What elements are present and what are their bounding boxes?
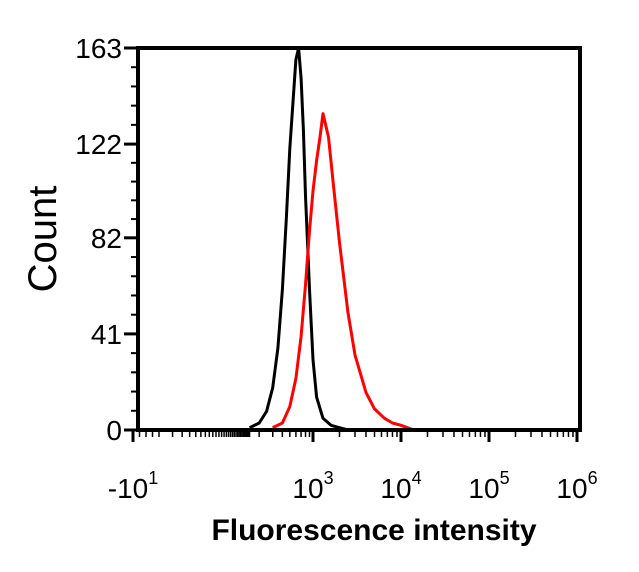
- y-axis-label: Count: [21, 186, 65, 293]
- x-tick-label: 103: [292, 468, 333, 504]
- y-tick-label: 41: [91, 319, 122, 350]
- histogram-series-2: [272, 112, 415, 432]
- histogram-curves: [248, 46, 415, 432]
- y-tick-label: 122: [75, 129, 122, 160]
- x-tick-label: 104: [380, 468, 421, 504]
- x-tick-label: 106: [556, 468, 597, 504]
- x-axis-label: Fluorescence intensity: [211, 514, 536, 547]
- y-tick-label: 0: [106, 415, 122, 446]
- histogram-series-1: [248, 46, 349, 432]
- y-tick-label: 163: [75, 33, 122, 64]
- x-axis: -101 103 104 105 106: [108, 430, 598, 504]
- y-axis: 0 41 82 122 163: [75, 33, 138, 446]
- x-tick-label: 105: [468, 468, 509, 504]
- y-tick-label: 82: [91, 223, 122, 254]
- x-tick-label: -101: [108, 468, 158, 504]
